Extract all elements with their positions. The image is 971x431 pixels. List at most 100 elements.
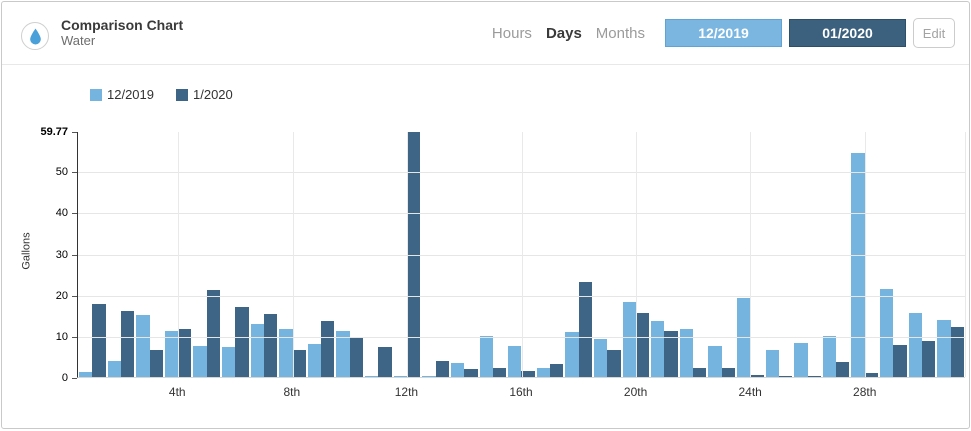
day-group-4 [164, 132, 193, 377]
bar-12-2019-day-12[interactable] [393, 375, 407, 377]
bar-1-2020-day-11[interactable] [378, 346, 392, 377]
day-group-10 [335, 132, 364, 377]
y-tick-label-10: 10 [55, 330, 68, 343]
bar-12-2019-day-6[interactable] [222, 346, 236, 377]
titles: Comparison Chart Water [61, 17, 183, 49]
bar-12-2019-day-11[interactable] [365, 376, 379, 377]
day-group-17 [536, 132, 565, 377]
water-drop-icon [21, 22, 49, 50]
day-group-30 [908, 132, 937, 377]
bar-12-2019-day-29[interactable] [880, 289, 894, 377]
bar-12-2019-day-30[interactable] [908, 313, 922, 377]
bar-1-2020-day-24[interactable] [750, 375, 764, 377]
bar-1-2020-day-1[interactable] [92, 304, 106, 377]
period-option-days[interactable]: Days [545, 24, 582, 42]
bar-1-2020-day-12[interactable] [407, 132, 421, 377]
bar-1-2020-day-28[interactable] [864, 372, 879, 377]
bar-1-2020-day-6[interactable] [235, 306, 249, 377]
bar-12-2019-day-1[interactable] [79, 371, 93, 377]
bar-12-2019-day-28[interactable] [851, 153, 865, 377]
bar-1-2020-day-7[interactable] [263, 313, 278, 377]
bar-12-2019-day-14[interactable] [450, 363, 465, 377]
day-group-31 [936, 132, 965, 377]
legend-item-dec-2019[interactable]: 12/2019 [90, 87, 154, 102]
gridline-x-4th [178, 132, 180, 377]
bar-12-2019-day-15[interactable] [479, 336, 493, 377]
bar-1-2020-day-20[interactable] [635, 312, 650, 377]
bar-1-2020-day-16[interactable] [521, 370, 535, 377]
edit-button[interactable]: Edit [913, 18, 955, 48]
header-controls: Hours Days Months 12/2019 01/2020 Edit [485, 18, 955, 48]
bar-1-2020-day-31[interactable] [950, 326, 964, 377]
comparison-chart: 12/2019 1/2020 Gallons 0 10 20 30 40 50 59.77 … [2, 65, 969, 428]
range-button-dec-2019[interactable]: 12/2019 [665, 19, 782, 47]
bar-1-2020-day-29[interactable] [893, 345, 907, 377]
y-tick-mark [72, 172, 77, 174]
bar-12-2019-day-22[interactable] [679, 329, 694, 377]
bar-12-2019-day-27[interactable] [822, 335, 837, 377]
bar-1-2020-day-22[interactable] [693, 367, 707, 377]
water-drop-glyph [29, 28, 41, 44]
bar-12-2019-day-25[interactable] [765, 349, 779, 377]
bar-1-2020-day-3[interactable] [149, 349, 163, 377]
bar-12-2019-day-17[interactable] [536, 367, 551, 377]
bar-1-2020-day-23[interactable] [721, 367, 735, 377]
bar-1-2020-day-15[interactable] [492, 367, 507, 377]
bar-1-2020-day-14[interactable] [464, 369, 478, 377]
bar-1-2020-day-21[interactable] [664, 330, 678, 377]
x-tick-label-24th: 24th [738, 385, 762, 399]
bar-1-2020-day-25[interactable] [778, 375, 793, 377]
legend-swatch-dec-2019-icon [90, 88, 102, 101]
gridline-x-right-edge [965, 132, 966, 377]
period-option-months[interactable]: Months [595, 24, 645, 42]
bar-12-2019-day-3[interactable] [136, 314, 150, 377]
day-group-16 [507, 132, 536, 377]
bar-12-2019-day-26[interactable] [794, 342, 808, 377]
bar-1-2020-day-19[interactable] [607, 349, 621, 377]
bar-12-2019-day-18[interactable] [565, 331, 579, 377]
bar-12-2019-day-8[interactable] [279, 329, 293, 377]
bar-12-2019-day-10[interactable] [336, 331, 350, 377]
bar-12-2019-day-19[interactable] [593, 338, 608, 377]
gridline-x-16th [521, 132, 523, 377]
bar-1-2020-day-5[interactable] [206, 289, 221, 377]
bar-1-2020-day-30[interactable] [921, 340, 936, 377]
bar-1-2020-day-2[interactable] [120, 311, 135, 377]
bar-12-2019-day-5[interactable] [193, 346, 207, 377]
day-group-11 [364, 132, 393, 377]
day-group-9 [307, 132, 336, 377]
bar-12-2019-day-2[interactable] [107, 360, 121, 377]
legend-item-jan-2020[interactable]: 1/2020 [176, 87, 233, 102]
bar-12-2019-day-31[interactable] [937, 319, 951, 377]
bar-1-2020-day-17[interactable] [550, 363, 564, 377]
bar-12-2019-day-16[interactable] [508, 346, 522, 377]
bar-1-2020-day-13[interactable] [435, 360, 449, 377]
bar-1-2020-day-18[interactable] [578, 281, 592, 377]
bar-1-2020-day-10[interactable] [349, 338, 364, 377]
bar-1-2020-day-26[interactable] [807, 375, 821, 377]
day-group-29 [879, 132, 908, 377]
period-option-hours[interactable]: Hours [491, 24, 532, 42]
bar-12-2019-day-9[interactable] [307, 344, 322, 377]
bar-12-2019-day-23[interactable] [708, 346, 722, 377]
chart-legend: 12/2019 1/2020 [90, 87, 255, 102]
bar-12-2019-day-20[interactable] [622, 302, 636, 377]
day-group-3 [135, 132, 164, 377]
day-group-12 [393, 132, 422, 377]
bar-12-2019-day-21[interactable] [651, 321, 665, 377]
x-tick-label-12th: 12th [394, 385, 419, 399]
bar-1-2020-day-8[interactable] [292, 350, 306, 377]
range-button-jan-2020[interactable]: 01/2020 [789, 19, 906, 47]
bar-12-2019-day-13[interactable] [422, 376, 436, 377]
bar-1-2020-day-27[interactable] [836, 362, 850, 377]
gridline-x-20th [635, 132, 637, 377]
bar-1-2020-day-4[interactable] [178, 329, 192, 377]
y-tick-label-30: 30 [55, 248, 68, 261]
bar-12-2019-day-4[interactable] [164, 331, 179, 377]
plot-area [77, 132, 966, 378]
y-tick-label-0: 0 [61, 372, 68, 384]
bar-12-2019-day-7[interactable] [250, 324, 264, 377]
y-tick-mark [72, 254, 77, 256]
bar-1-2020-day-9[interactable] [321, 320, 335, 377]
gridline-x-24th [750, 132, 752, 377]
